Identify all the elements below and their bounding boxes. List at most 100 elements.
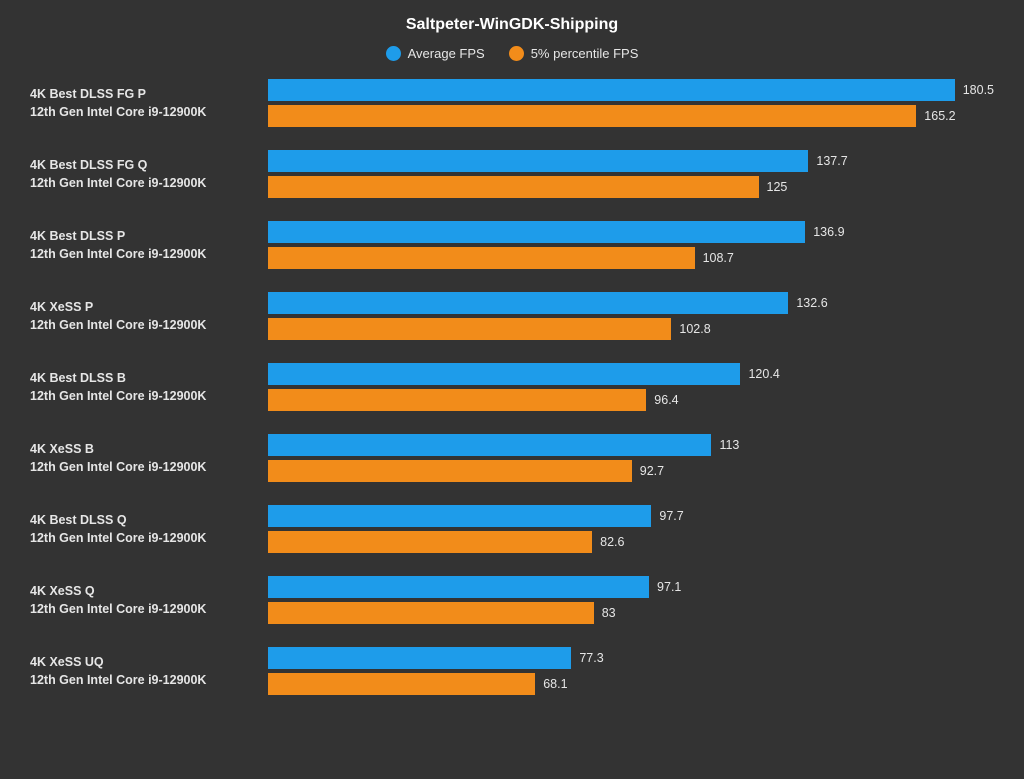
- group-label-line2: 12th Gen Intel Core i9-12900K: [30, 529, 268, 547]
- bar: [268, 389, 646, 411]
- bar: [268, 434, 711, 456]
- group-label-line1: 4K Best DLSS P: [30, 229, 125, 243]
- bar-value: 102.8: [679, 322, 710, 336]
- group-bars: 77.3 68.1: [268, 647, 994, 695]
- bar: [268, 647, 571, 669]
- bar-row: 96.4: [268, 389, 994, 411]
- group-label-line1: 4K Best DLSS FG P: [30, 87, 146, 101]
- bar-row: 120.4: [268, 363, 994, 385]
- group-label-line1: 4K Best DLSS B: [30, 371, 126, 385]
- bar: [268, 460, 632, 482]
- bar-value: 96.4: [654, 393, 678, 407]
- bar-value: 97.7: [659, 509, 683, 523]
- bar-row: 97.1: [268, 576, 994, 598]
- group-label-line2: 12th Gen Intel Core i9-12900K: [30, 245, 268, 263]
- bar-row: 125: [268, 176, 994, 198]
- bar-group: 4K XeSS UQ12th Gen Intel Core i9-12900K7…: [30, 647, 994, 695]
- bar-group: 4K Best DLSS FG P 12th Gen Intel Core i9-…: [30, 79, 994, 127]
- bar-value: 137.7: [816, 154, 847, 168]
- group-label-line2: 12th Gen Intel Core i9-12900K: [30, 458, 268, 476]
- group-label-line2: 12th Gen Intel Core i9-12900K: [30, 671, 268, 689]
- bar: [268, 292, 788, 314]
- bar-row: 77.3: [268, 647, 994, 669]
- bar-value: 113: [719, 438, 739, 452]
- group-label-line1: 4K XeSS UQ: [30, 655, 104, 669]
- bar-group: 4K Best DLSS FG Q12th Gen Intel Core i9-…: [30, 150, 994, 198]
- bar-group: 4K Best DLSS P 12th Gen Intel Core i9-129…: [30, 221, 994, 269]
- bar-row: 82.6: [268, 531, 994, 553]
- group-label-line1: 4K XeSS P: [30, 300, 93, 314]
- bar-group: 4K XeSS Q 12th Gen Intel Core i9-12900K 97…: [30, 576, 994, 624]
- chart-legend: Average FPS 5% percentile FPS: [30, 46, 994, 61]
- bar: [268, 79, 955, 101]
- group-label-line2: 12th Gen Intel Core i9-12900K: [30, 316, 268, 334]
- bar: [268, 363, 740, 385]
- group-label: 4K Best DLSS FG P 12th Gen Intel Core i9-…: [30, 85, 268, 121]
- bar-row: 92.7: [268, 460, 994, 482]
- bar-row: 68.1: [268, 673, 994, 695]
- bar-value: 108.7: [703, 251, 734, 265]
- bar-value: 180.5: [963, 83, 994, 97]
- legend-label-p5: 5% percentile FPS: [531, 46, 639, 61]
- bar-value: 165.2: [924, 109, 955, 123]
- bar-value: 92.7: [640, 464, 664, 478]
- legend-swatch-avg: [386, 46, 401, 61]
- chart-rows: 4K Best DLSS FG P 12th Gen Intel Core i9-…: [30, 79, 994, 695]
- group-label-line2: 12th Gen Intel Core i9-12900K: [30, 600, 268, 618]
- bar: [268, 176, 759, 198]
- bar-group: 4K Best DLSS Q 12th Gen Intel Core i9-129…: [30, 505, 994, 553]
- bar-row: 180.5: [268, 79, 994, 101]
- bar-value: 77.3: [579, 651, 603, 665]
- bar-row: 97.7: [268, 505, 994, 527]
- bar-row: 83: [268, 602, 994, 624]
- bar: [268, 576, 649, 598]
- group-label-line1: 4K XeSS Q: [30, 584, 95, 598]
- bar: [268, 221, 805, 243]
- group-label: 4K XeSS UQ 12th Gen Intel Core i9-12900K: [30, 653, 268, 689]
- bar: [268, 602, 594, 624]
- group-label-line2: 12th Gen Intel Core i9-12900K: [30, 387, 268, 405]
- group-bars: 136.9 108.7: [268, 221, 994, 269]
- group-label-line1: 4K XeSS B: [30, 442, 94, 456]
- bar: [268, 318, 671, 340]
- legend-item-p5: 5% percentile FPS: [509, 46, 639, 61]
- group-bars: 120.4 96.4: [268, 363, 994, 411]
- bar-row: 108.7: [268, 247, 994, 269]
- group-bars: 97.7 82.6: [268, 505, 994, 553]
- group-bars: 180.5 165.2: [268, 79, 994, 127]
- bar-value: 97.1: [657, 580, 681, 594]
- group-label: 4K Best DLSS B 12th Gen Intel Core i9-129…: [30, 369, 268, 405]
- group-bars: 132.6 102.8: [268, 292, 994, 340]
- bar: [268, 673, 535, 695]
- group-label-line1: 4K Best DLSS FG Q: [30, 158, 147, 172]
- group-bars: 113 92.7: [268, 434, 994, 482]
- group-bars: 137.7 125: [268, 150, 994, 198]
- bar: [268, 150, 808, 172]
- bar-value: 136.9: [813, 225, 844, 239]
- group-label: 4K Best DLSS Q 12th Gen Intel Core i9-129…: [30, 511, 268, 547]
- bar: [268, 247, 695, 269]
- bar-row: 165.2: [268, 105, 994, 127]
- bar-value: 68.1: [543, 677, 567, 691]
- bar: [268, 105, 916, 127]
- bar: [268, 531, 592, 553]
- group-label-line2: 12th Gen Intel Core i9-12900K: [30, 103, 268, 121]
- bar-row: 136.9: [268, 221, 994, 243]
- legend-item-avg: Average FPS: [386, 46, 485, 61]
- group-label: 4K XeSS B 12th Gen Intel Core i9-12900K: [30, 440, 268, 476]
- group-label: 4K Best DLSS FG Q12th Gen Intel Core i9-…: [30, 156, 268, 192]
- benchmark-chart: Saltpeter-WinGDK-Shipping Average FPS 5%…: [0, 0, 1024, 779]
- bar: [268, 505, 651, 527]
- group-label: 4K Best DLSS P 12th Gen Intel Core i9-129…: [30, 227, 268, 263]
- bar-row: 137.7: [268, 150, 994, 172]
- group-label: 4K XeSS Q 12th Gen Intel Core i9-12900K: [30, 582, 268, 618]
- bar-group: 4K Best DLSS B 12th Gen Intel Core i9-129…: [30, 363, 994, 411]
- bar-value: 120.4: [748, 367, 779, 381]
- bar-group: 4K XeSS P12th Gen Intel Core i9-12900K13…: [30, 292, 994, 340]
- bar-row: 102.8: [268, 318, 994, 340]
- bar-group: 4K XeSS B12th Gen Intel Core i9-12900K11…: [30, 434, 994, 482]
- group-label-line1: 4K Best DLSS Q: [30, 513, 127, 527]
- bar-value: 132.6: [796, 296, 827, 310]
- bar-row: 113: [268, 434, 994, 456]
- legend-swatch-p5: [509, 46, 524, 61]
